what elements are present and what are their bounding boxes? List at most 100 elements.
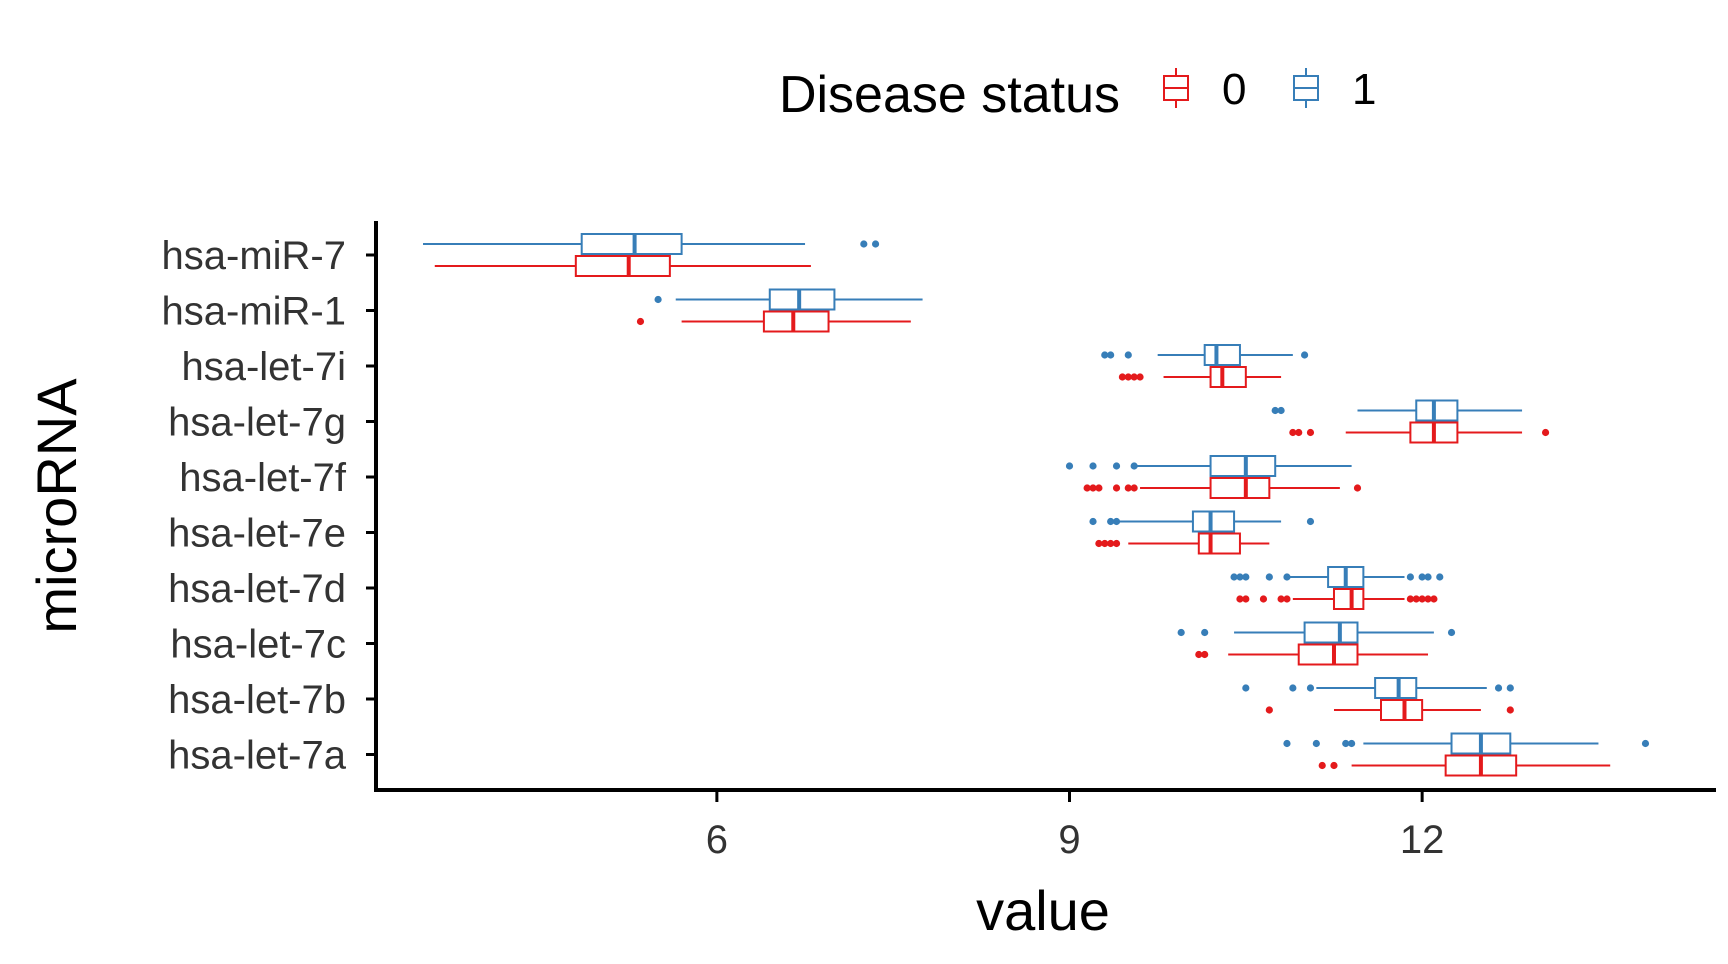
outlier-point: [1124, 484, 1132, 492]
outlier-point: [1283, 573, 1291, 581]
box-iqr: [1332, 588, 1365, 610]
outlier-point: [636, 317, 645, 326]
x-tick-label: 6: [706, 818, 728, 862]
y-tick-label: hsa-let-7e: [168, 512, 346, 556]
outlier-point: [1195, 650, 1203, 659]
outlier-point: [1447, 628, 1456, 637]
legend-title: Disease status: [779, 66, 1120, 124]
y-tick-label: hsa-let-7d: [168, 567, 346, 611]
box-iqr: [1374, 677, 1418, 699]
y-tick-label: hsa-let-7a: [168, 734, 347, 778]
y-tick-label: hsa-let-7c: [170, 623, 346, 667]
outlier-point: [1265, 706, 1273, 714]
outlier-point: [1107, 517, 1115, 526]
box-1-hsa-miR-7: [423, 233, 880, 255]
box-1-hsa-miR-1: [654, 288, 923, 311]
outlier-point: [1342, 739, 1350, 748]
outlier-point: [1277, 406, 1285, 415]
box-1-hsa-let-7i: [1101, 344, 1309, 366]
outlier-point: [1306, 684, 1315, 692]
box-1-hsa-let-7b: [1242, 677, 1514, 699]
outlier-point: [1112, 539, 1121, 548]
outlier-point: [1118, 373, 1127, 381]
outlier-point: [1306, 517, 1315, 526]
outlier-point: [1201, 650, 1209, 659]
outlier-point: [1295, 428, 1303, 437]
box-1-hsa-let-7f: [1065, 455, 1352, 477]
box-0-hsa-let-7g: [1289, 421, 1550, 444]
outlier-point: [1083, 484, 1091, 492]
y-tick-label: hsa-miR-1: [162, 290, 346, 334]
box-0-hsa-miR-1: [636, 310, 911, 333]
outlier-point: [1418, 573, 1426, 581]
box-iqr: [1197, 532, 1241, 555]
outlier-point: [1095, 484, 1103, 492]
outlier-point: [1230, 573, 1238, 581]
box-iqr: [574, 255, 671, 277]
box-0-hsa-let-7b: [1265, 699, 1514, 721]
outlier-point: [871, 240, 880, 248]
outlier-point: [1089, 484, 1097, 492]
legend-key-1: [1293, 68, 1319, 108]
box-1-hsa-let-7d: [1230, 566, 1444, 588]
outlier-point: [1406, 573, 1414, 581]
box-0-hsa-let-7a: [1318, 754, 1611, 777]
box-iqr: [1297, 643, 1359, 666]
box-iqr: [1209, 477, 1271, 499]
outlier-point: [1242, 573, 1250, 581]
box-iqr: [1303, 621, 1359, 644]
outlier-point: [1065, 462, 1074, 470]
y-tick-label: hsa-miR-7: [162, 234, 346, 278]
outlier-point: [1300, 351, 1309, 359]
outlier-point: [1130, 373, 1138, 381]
outlier-point: [1089, 517, 1097, 526]
outlier-point: [1348, 739, 1356, 748]
outlier-point: [1289, 428, 1297, 437]
legend-label-1: 1: [1352, 65, 1376, 114]
outlier-point: [1242, 684, 1250, 692]
box-0-hsa-let-7i: [1118, 366, 1282, 388]
outlier-point: [1289, 684, 1297, 692]
outlier-point: [1424, 595, 1432, 603]
outlier-point: [1506, 706, 1514, 714]
outlier-point: [1306, 428, 1315, 437]
x-axis-ticks: 6 9 12: [706, 790, 1444, 862]
box-iqr: [1415, 399, 1459, 422]
outlier-point: [1412, 595, 1420, 603]
outlier-point: [1424, 573, 1432, 581]
outlier-point: [1430, 595, 1438, 603]
outlier-point: [1101, 351, 1109, 359]
box-1-hsa-let-7g: [1271, 399, 1523, 422]
box-0-hsa-let-7c: [1195, 643, 1429, 666]
box-iqr: [1191, 510, 1236, 533]
outlier-point: [1265, 573, 1273, 581]
outlier-point: [1330, 761, 1338, 770]
outlier-point: [1494, 684, 1503, 692]
outlier-point: [1112, 484, 1121, 492]
outlier-point: [1124, 373, 1132, 381]
y-tick-label: hsa-let-7g: [168, 401, 346, 445]
outlier-point: [1312, 739, 1320, 748]
box-0-hsa-let-7f: [1083, 477, 1362, 499]
y-tick-label: hsa-let-7f: [179, 456, 347, 500]
outlier-point: [1242, 595, 1250, 603]
box-1-hsa-let-7c: [1177, 621, 1456, 644]
box-0-hsa-let-7d: [1236, 588, 1438, 610]
box-iqr: [768, 288, 836, 311]
box-0-hsa-let-7e: [1095, 532, 1270, 555]
outlier-point: [654, 295, 662, 304]
box-iqr: [1209, 366, 1247, 388]
outlier-point: [1130, 462, 1138, 470]
x-axis-title: value: [976, 879, 1110, 942]
outlier-point: [1101, 539, 1109, 548]
y-tick-label: hsa-let-7i: [181, 345, 346, 389]
y-axis-ticks: hsa-miR-7 hsa-miR-1 hsa-let-7i hsa-let-7g hs…: [162, 234, 376, 778]
outlier-point: [1089, 462, 1097, 470]
outlier-point: [1095, 539, 1103, 548]
outlier-point: [1107, 539, 1115, 548]
outlier-point: [1259, 595, 1268, 603]
y-axis-title: microRNA: [25, 378, 88, 634]
outlier-point: [1136, 373, 1144, 381]
outlier-point: [1641, 739, 1650, 748]
